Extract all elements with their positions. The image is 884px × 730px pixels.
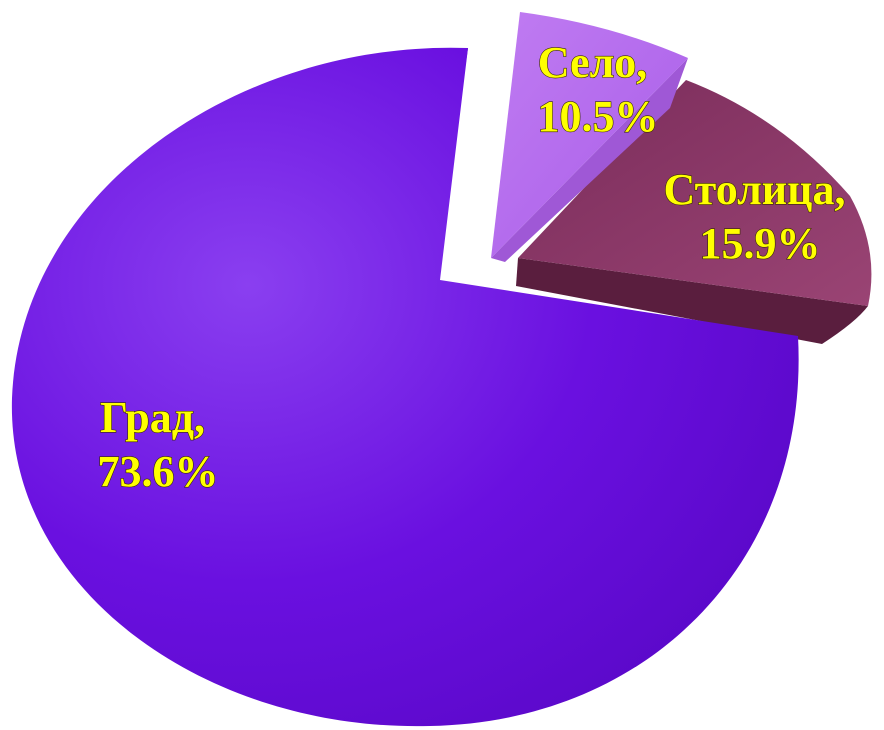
slice-label-selo-value: 10.5% [538, 92, 659, 141]
slice-label-grad-value: 73.6% [98, 447, 219, 496]
pie-slice-stolica [516, 80, 872, 344]
pie-slice-selo-top [491, 12, 688, 258]
slice-label-selo: Село, 10.5% [538, 38, 659, 141]
pie-slice-selo-side [491, 58, 688, 262]
slice-label-grad-name: Град, [100, 393, 205, 442]
pie-slice-stolica-top [518, 80, 872, 306]
slice-label-selo-name: Село, [538, 38, 648, 87]
slice-label-stolica-name: Столица, [663, 165, 845, 214]
pie-slice-grad-top [11, 47, 799, 727]
pie-slice-selo [491, 12, 688, 262]
slice-label-stolica-value: 15.9% [700, 219, 821, 268]
pie-slice-stolica-side [516, 258, 868, 344]
pie-slice-grad [11, 47, 799, 727]
slice-label-stolica: Столица, 15.9% [663, 165, 856, 268]
slice-label-grad: Град, 73.6% [98, 393, 219, 496]
